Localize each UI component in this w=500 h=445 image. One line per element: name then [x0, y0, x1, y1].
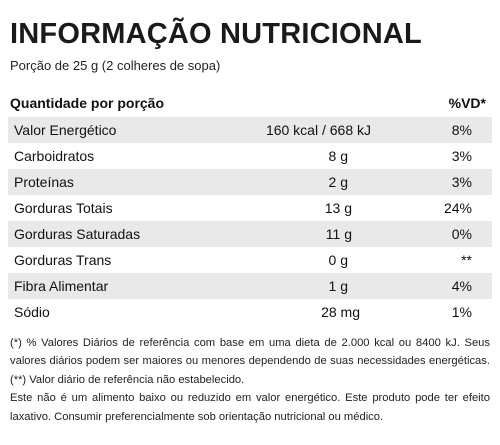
nutrient-vd: **: [461, 252, 472, 268]
table-row: Proteínas 2 g 3%: [8, 169, 492, 195]
table-row: Gorduras Saturadas 11 g 0%: [8, 221, 492, 247]
table-row: Fibra Alimentar 1 g 4%: [8, 273, 492, 299]
footnote-vd: (*) % Valores Diários de referência com …: [10, 337, 490, 386]
nutrient-name: Proteínas: [14, 174, 74, 190]
footnote-warning: Este não é um alimento baixo ou reduzido…: [10, 392, 490, 423]
nutrient-amount: 0 g: [328, 252, 348, 268]
table-row: Gorduras Totais 13 g 24%: [8, 195, 492, 221]
nutrient-vd: 0%: [451, 226, 472, 242]
nutrient-name: Fibra Alimentar: [14, 278, 109, 294]
footnotes: (*) % Valores Diários de referência com …: [10, 334, 490, 426]
nutrient-amount: 1 g: [328, 278, 348, 294]
nutrient-amount: 28 mg: [321, 304, 360, 320]
nutrient-name: Gorduras Totais: [14, 200, 113, 216]
table-row: Gorduras Trans 0 g **: [8, 247, 492, 273]
table-row: Sódio 28 mg 1%: [8, 299, 492, 325]
nutrient-name: Gorduras Trans: [14, 252, 112, 268]
nutrient-vd: 3%: [451, 174, 472, 190]
nutrient-name: Valor Energético: [14, 122, 117, 138]
nutrient-vd: 24%: [443, 200, 472, 216]
nutrient-amount: 13 g: [324, 200, 352, 216]
nutrient-vd: 4%: [451, 278, 472, 294]
nutrient-vd: 1%: [451, 304, 472, 320]
nutrient-name: Carboidratos: [14, 148, 95, 164]
nutrient-vd: 8%: [451, 122, 472, 138]
table-row: Carboidratos 8 g 3%: [8, 143, 492, 169]
vd-header: %VD*: [448, 95, 486, 111]
nutrient-amount: 11 g: [325, 226, 352, 242]
nutrition-table: Valor Energético 160 kcal / 668 kJ 8% Ca…: [8, 117, 492, 325]
nutrient-amount: 2 g: [328, 174, 348, 190]
nutrient-amount: 160 kcal / 668 kJ: [265, 122, 371, 138]
page-title: INFORMAÇÃO NUTRICIONAL: [10, 18, 422, 50]
nutrient-name: Sódio: [14, 304, 50, 320]
portion-size: Porção de 25 g (2 colheres de sopa): [10, 58, 221, 73]
table-row: Valor Energético 160 kcal / 668 kJ 8%: [8, 117, 492, 143]
table-header: Quantidade por porção %VD*: [10, 95, 490, 113]
nutrient-vd: 3%: [451, 148, 472, 164]
nutrient-name: Gorduras Saturadas: [14, 226, 141, 242]
quantity-header: Quantidade por porção: [10, 95, 165, 111]
nutrient-amount: 8 g: [328, 148, 348, 164]
